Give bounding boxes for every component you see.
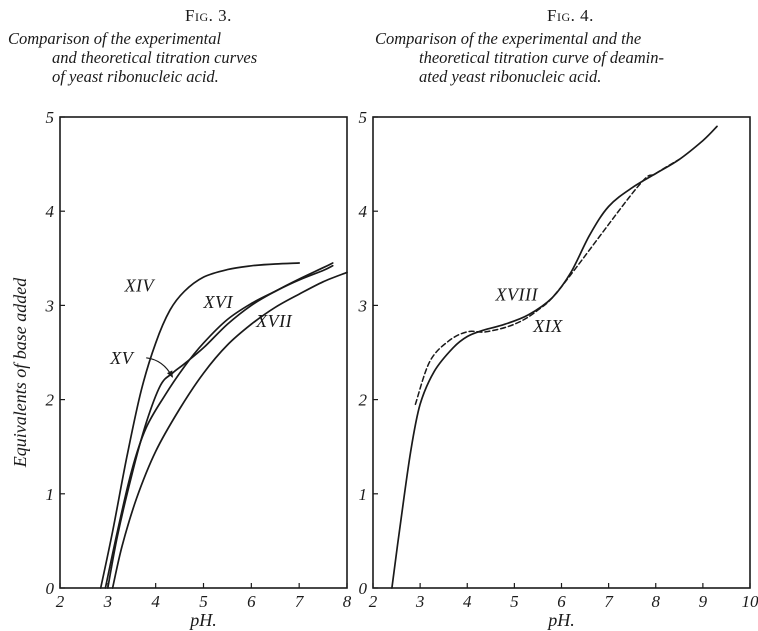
- fig3-x-tick-label: 3: [103, 592, 113, 611]
- fig3-caption-line-3: of yeast ribonucleic acid.: [52, 67, 219, 86]
- fig4-x-tick-label: 7: [604, 592, 614, 611]
- fig3-y-tick-label: 1: [46, 485, 55, 504]
- fig3-caption: Comparison of the experimental and theor…: [8, 29, 257, 86]
- fig4-caption-line-1: Comparison of the experimental and the: [375, 29, 642, 48]
- fig4-caption: Comparison of the experimental and the t…: [375, 29, 664, 86]
- fig4-x-tick-label: 3: [415, 592, 425, 611]
- fig3-x-tick-label: 7: [295, 592, 305, 611]
- fig4-y-tick-label: 2: [359, 391, 368, 410]
- fig4-x-tick-label: 10: [742, 592, 758, 611]
- fig3-y-tick-label: 2: [46, 391, 55, 410]
- fig3-arrow-xv: [146, 357, 173, 378]
- fig4-label: Fig. 4.: [547, 6, 594, 25]
- fig3-series-xiv: [99, 262, 301, 589]
- fig3-curve-label-xvii: XVII: [255, 311, 292, 331]
- fig3-y-tick-label: 3: [45, 296, 55, 315]
- fig3-curve-label-xiv: XIV: [124, 275, 156, 295]
- fig4-x-tick-label: 2: [369, 592, 378, 611]
- fig4-x-tick-label: 4: [463, 592, 472, 611]
- fig4-y-tick-label: 0: [359, 579, 368, 598]
- fig4-y-tick-label: 5: [359, 108, 368, 127]
- fig3-series-xvii: [111, 271, 348, 589]
- fig3-curve-label-xv: XV: [109, 348, 134, 368]
- fig4-x-tick-label: 5: [510, 592, 519, 611]
- fig4-y-tick-label: 4: [359, 202, 368, 221]
- fig3-curve-label-xvi: XVI: [203, 292, 234, 312]
- fig4-series-xix: [414, 158, 681, 406]
- fig4-curve-label-xix: XIX: [532, 316, 563, 336]
- fig3-x-tick-label: 8: [343, 592, 352, 611]
- fig4-x-tick-label: 8: [652, 592, 661, 611]
- fig3-y-axis-title: Equivalents of base added: [10, 277, 30, 468]
- fig3-x-tick-label: 5: [199, 592, 208, 611]
- fig3-x-tick-label: 6: [247, 592, 256, 611]
- fig3-y-tick-label: 4: [46, 202, 55, 221]
- fig4-y-tick-label: 1: [359, 485, 368, 504]
- fig4-x-tick-label: 9: [699, 592, 708, 611]
- fig3-y-tick-label: 5: [46, 108, 55, 127]
- fig4-x-axis-title: pH.: [546, 610, 575, 630]
- fig3-series-xvi: [104, 264, 334, 589]
- fig4-y-tick-label: 3: [358, 296, 368, 315]
- fig3-y-tick-label: 0: [46, 579, 55, 598]
- fig4-x-tick-label: 6: [557, 592, 566, 611]
- fig4-series-xviii: [391, 125, 718, 589]
- fig4-caption-line-2: theoretical titration curve of deamin-: [419, 48, 665, 67]
- fig3-plot-frame: [59, 116, 348, 589]
- fig3-label: Fig. 3.: [185, 6, 232, 25]
- fig3-x-tick-label: 2: [56, 592, 65, 611]
- fig3-x-tick-label: 4: [151, 592, 160, 611]
- fig3-caption-line-1: Comparison of the experimental: [8, 29, 222, 48]
- fig3-x-axis-title: pH.: [188, 610, 217, 630]
- fig3-caption-line-2: and theoretical titration curves: [52, 48, 258, 67]
- fig4-plot-frame: [372, 116, 751, 589]
- fig4-curve-label-xviii: XVIII: [495, 285, 539, 305]
- fig4-caption-line-3: ated yeast ribonucleic acid.: [419, 67, 602, 86]
